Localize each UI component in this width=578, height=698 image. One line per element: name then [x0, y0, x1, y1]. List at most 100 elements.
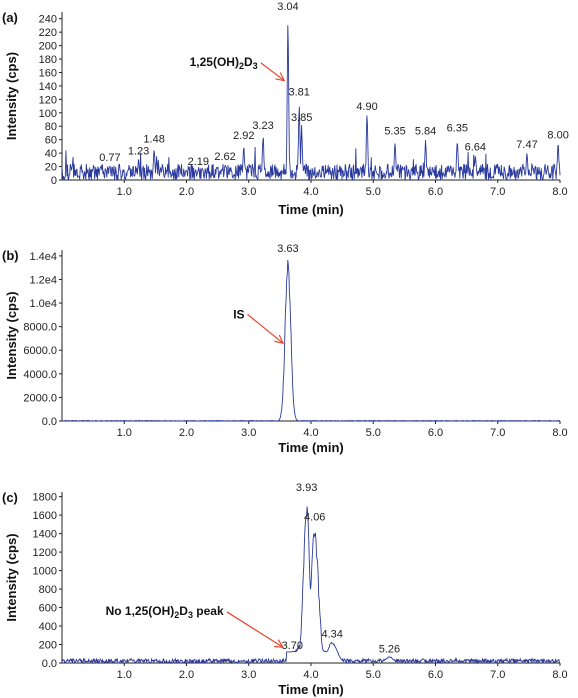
chart-panel-1: (b) Intensity (cps) Time (min) 0.0 2000.0 400…	[2, 243, 568, 455]
y-tick-label: 1200	[33, 547, 57, 559]
y-tick-label: 100	[39, 108, 57, 120]
y-tick-label: 1.0e4	[29, 298, 57, 310]
peak-label: 1.23	[128, 145, 149, 157]
y-tick-label: 160	[39, 67, 57, 79]
y-tick-label: 240	[39, 14, 57, 26]
panel-label: (b)	[2, 248, 19, 263]
x-tick-label: 5.0	[366, 186, 381, 198]
y-tick-label: 1400	[33, 529, 57, 541]
x-tick-label: 1.0	[117, 186, 132, 198]
y-tick-label: 800	[39, 584, 57, 596]
x-tick-label: 3.0	[241, 669, 256, 681]
peak-label: 7.47	[516, 139, 537, 151]
x-tick-label: 7.0	[490, 427, 505, 439]
y-tick-label: 220	[39, 27, 57, 39]
x-tick-label: 2.0	[179, 669, 194, 681]
y-axis-label: Intensity (cps)	[4, 291, 19, 379]
y-tick-label: 1.2e4	[29, 274, 57, 286]
y-tick-label: 0.0	[42, 658, 57, 670]
peak-label: 8.00	[547, 129, 568, 141]
annotation-text: IS	[233, 307, 244, 321]
annotation-arrow	[226, 611, 284, 648]
peak-label: 4.06	[304, 511, 325, 523]
peak-label: 2.62	[214, 151, 235, 163]
annotation-arrow	[260, 62, 285, 82]
y-axis-label: Intensity (cps)	[4, 52, 19, 140]
y-tick-label: 1000	[33, 566, 57, 578]
x-axis-label: Time (min)	[278, 202, 344, 217]
chromatogram-trace	[61, 25, 561, 182]
x-tick-label: 2.0	[179, 427, 194, 439]
peak-label: 1.48	[143, 133, 164, 145]
arrow-head	[274, 639, 285, 649]
peak-label: 4.34	[321, 629, 342, 641]
y-tick-label: 1600	[33, 510, 57, 522]
peak-label: 3.81	[288, 86, 309, 98]
y-tick-label: 140	[39, 81, 57, 93]
y-tick-label: 200	[39, 640, 57, 652]
x-tick-label: 8.0	[552, 186, 567, 198]
chromatogram-trace	[61, 506, 561, 665]
annotation-text: 1,25(OH)2D3	[190, 55, 258, 71]
y-tick-label: 1800	[33, 492, 57, 504]
peak-label: 2.19	[188, 156, 209, 168]
y-tick-label: 600	[39, 603, 57, 615]
y-tick-label: 60	[45, 135, 57, 147]
x-tick-label: 3.0	[241, 427, 256, 439]
peak-label: 5.84	[415, 125, 436, 137]
chart-panel-2: (c) Intensity (cps) Time (min) 0.0 200 400 600…	[2, 482, 568, 697]
x-tick-label: 4.0	[303, 427, 318, 439]
y-tick-label: 8000.0	[23, 322, 57, 334]
x-tick-label: 6.0	[428, 427, 443, 439]
y-tick-label: 120	[39, 94, 57, 106]
peak-label: 3.23	[252, 120, 273, 132]
peak-label: 6.35	[447, 123, 468, 135]
y-tick-label: 200	[39, 41, 57, 53]
x-tick-label: 4.0	[303, 186, 318, 198]
x-tick-label: 7.0	[490, 669, 505, 681]
arrow-head	[274, 334, 285, 345]
x-tick-label: 5.0	[366, 427, 381, 439]
x-tick-label: 6.0	[428, 669, 443, 681]
peak-label: 3.70	[282, 640, 303, 652]
y-tick-label: 0.0	[42, 416, 57, 428]
x-tick-label: 4.0	[303, 669, 318, 681]
x-tick-label: 1.0	[117, 427, 132, 439]
peak-label: 3.63	[277, 243, 298, 255]
y-tick-label: 20	[45, 162, 57, 174]
x-tick-label: 3.0	[241, 186, 256, 198]
peak-label: 4.90	[356, 101, 377, 113]
peak-label: 2.92	[233, 130, 254, 142]
annotation-text: No 1,25(OH)2D3 peak	[106, 604, 224, 620]
y-tick-label: 4000.0	[23, 369, 57, 381]
y-tick-label: 80	[45, 121, 57, 133]
y-axis-label: Intensity (cps)	[4, 533, 19, 621]
y-tick-label: 1.4e4	[29, 251, 57, 263]
annotation-arrow	[247, 313, 284, 344]
peak-label: 3.93	[296, 482, 317, 494]
x-axis-label: Time (min)	[278, 440, 344, 455]
arrow-head	[275, 72, 286, 82]
y-tick-label: 0	[51, 175, 57, 187]
y-tick-label: 40	[45, 148, 57, 160]
peak-label: 6.64	[465, 141, 486, 153]
x-tick-label: 8.0	[552, 669, 567, 681]
x-axis-label: Time (min)	[278, 682, 344, 697]
x-tick-label: 8.0	[552, 427, 567, 439]
panel-label: (a)	[2, 10, 18, 25]
panel-label: (c)	[2, 490, 18, 505]
x-tick-label: 2.0	[179, 186, 194, 198]
peak-label: 3.85	[291, 112, 312, 124]
peak-label: 5.35	[384, 125, 405, 137]
x-tick-label: 1.0	[117, 669, 132, 681]
x-tick-label: 6.0	[428, 186, 443, 198]
peak-label: 0.77	[99, 152, 120, 164]
x-tick-label: 5.0	[366, 669, 381, 681]
x-tick-label: 7.0	[490, 186, 505, 198]
peak-label: 3.04	[277, 1, 298, 13]
y-tick-label: 2000.0	[23, 392, 57, 404]
chromatogram-trace	[61, 259, 561, 422]
y-tick-label: 6000.0	[23, 345, 57, 357]
